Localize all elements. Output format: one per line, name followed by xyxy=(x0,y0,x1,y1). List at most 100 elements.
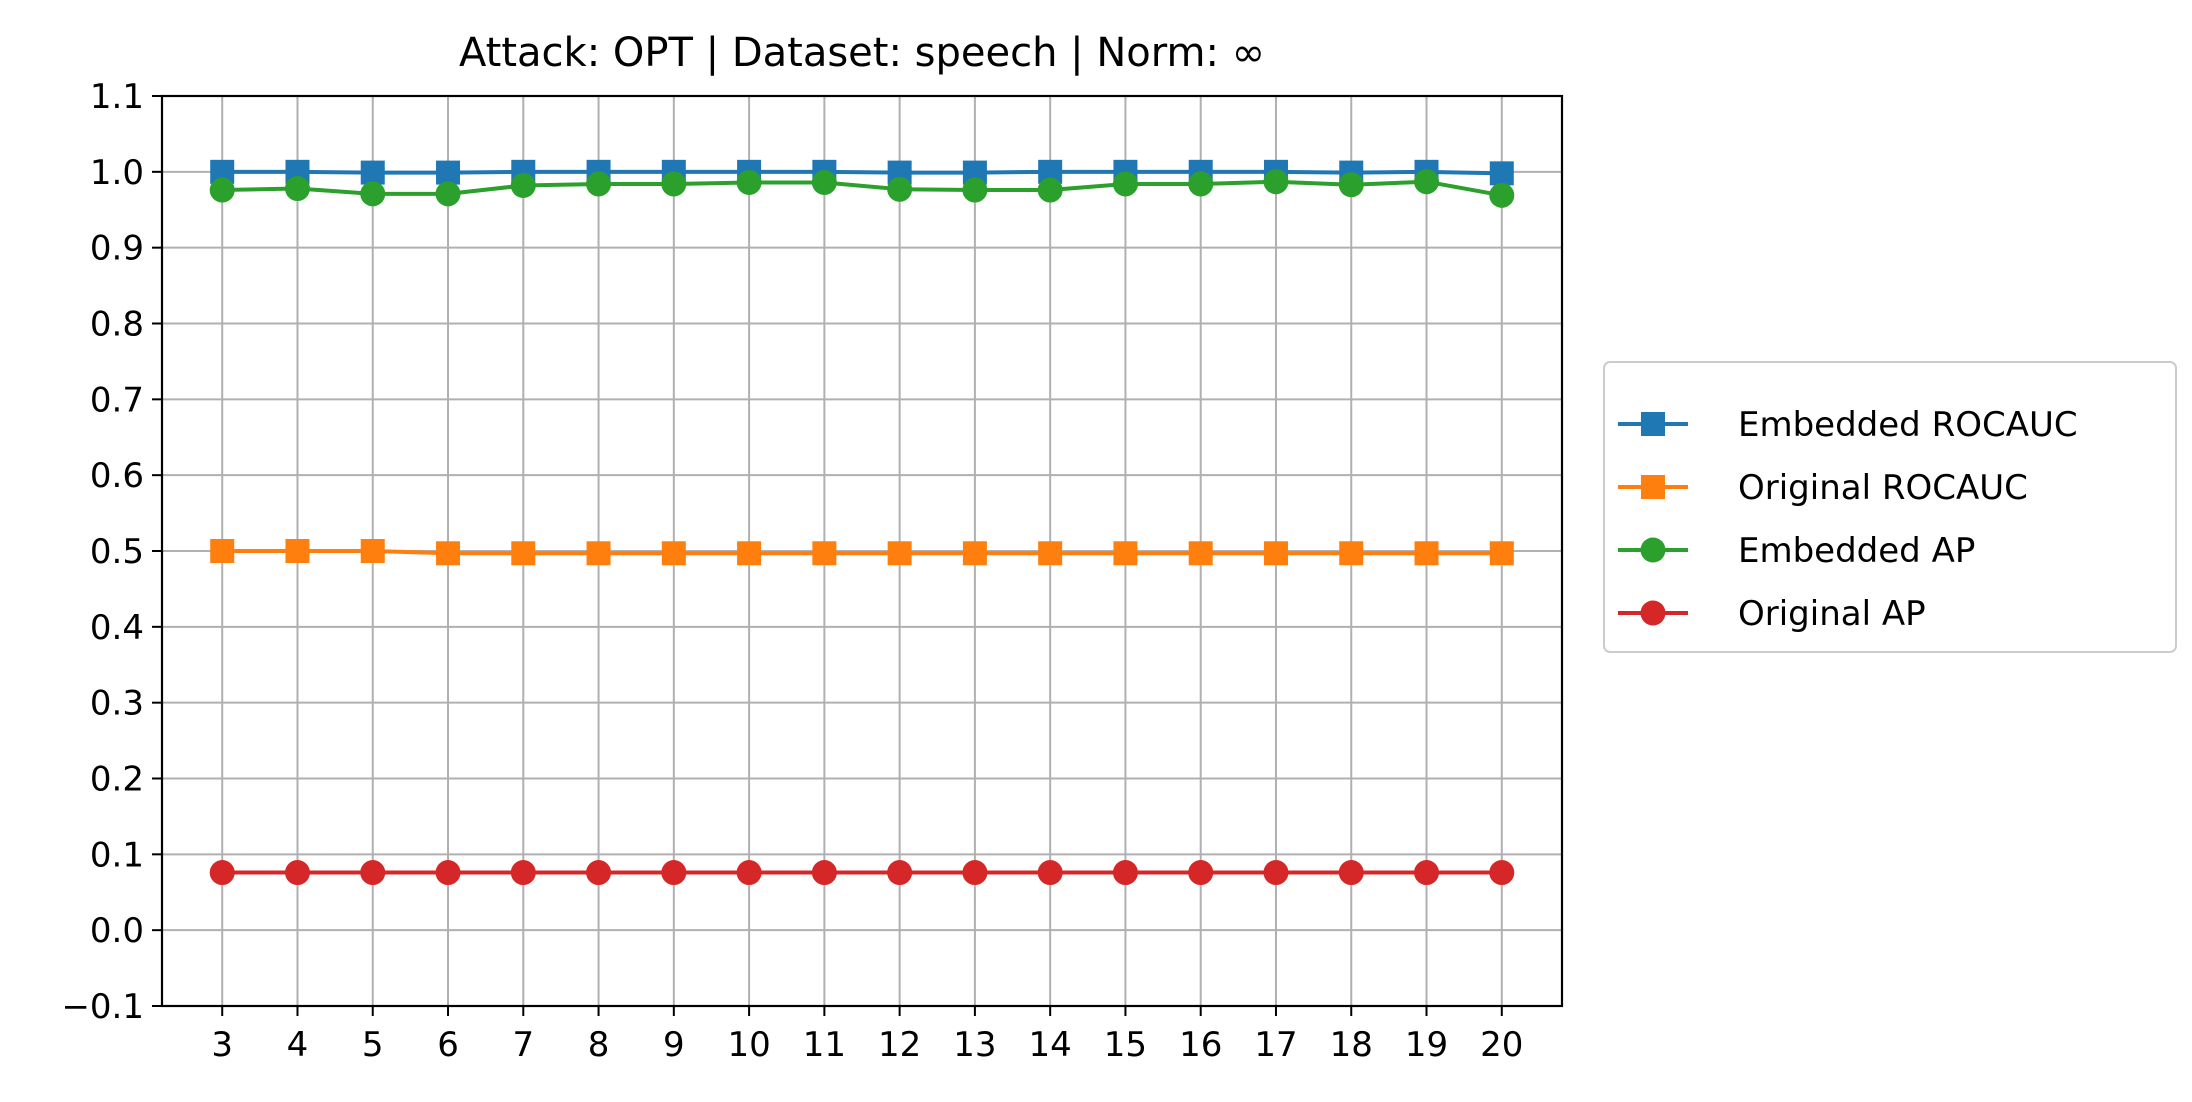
series-lines xyxy=(209,159,1515,886)
data-point-original-rocauc xyxy=(661,541,686,566)
data-point-embedded-rocauc xyxy=(360,160,385,185)
x-tick-label: 14 xyxy=(1029,1025,1072,1065)
data-point-original-rocauc xyxy=(737,541,762,566)
legend-item: Original ROCAUC xyxy=(1618,468,2028,508)
y-tick-label: 0.4 xyxy=(90,608,144,648)
data-point-original-ap xyxy=(887,860,913,886)
data-point-embedded-ap xyxy=(360,181,386,207)
axis-ticks: 3 4 5 6 7 8 9 10 11 12 13 14 15 16 17 18 19 20 −0.1 0.0 0.1 0… xyxy=(61,77,1523,1065)
y-tick-label: 0.3 xyxy=(90,684,144,724)
data-point-original-ap xyxy=(962,860,988,886)
x-tick-label: 17 xyxy=(1254,1025,1297,1065)
legend-marker xyxy=(1641,412,1665,436)
data-point-embedded-ap xyxy=(435,181,461,207)
y-tick-label: 1.0 xyxy=(90,153,144,193)
x-tick-label: 7 xyxy=(512,1025,534,1065)
x-tick-label: 13 xyxy=(953,1025,996,1065)
legend-label: Original AP xyxy=(1738,594,1926,634)
x-tick-label: 9 xyxy=(663,1025,685,1065)
data-point-original-ap xyxy=(586,860,612,886)
x-tick-label: 11 xyxy=(803,1025,846,1065)
series-original-ap xyxy=(209,860,1515,886)
data-point-original-ap xyxy=(510,860,536,886)
data-point-original-rocauc xyxy=(586,541,611,566)
data-point-original-ap xyxy=(1414,860,1440,886)
data-point-original-ap xyxy=(1338,860,1364,886)
y-tick-label: 0.6 xyxy=(90,456,144,496)
legend-marker xyxy=(1640,600,1666,626)
data-point-embedded-ap xyxy=(1037,177,1063,203)
data-point-original-ap xyxy=(1112,860,1138,886)
x-tick-label: 12 xyxy=(878,1025,921,1065)
y-tick-label: 0.1 xyxy=(90,835,144,875)
data-point-original-ap xyxy=(811,860,837,886)
legend-marker xyxy=(1641,475,1665,499)
data-point-embedded-ap xyxy=(1188,171,1214,197)
data-point-embedded-ap xyxy=(209,177,235,203)
series-line-embedded-rocauc xyxy=(222,169,1502,176)
data-point-original-rocauc xyxy=(812,541,837,566)
legend-label: Embedded ROCAUC xyxy=(1738,405,2078,445)
y-tick-label: 1.1 xyxy=(90,77,144,117)
data-point-original-rocauc xyxy=(436,541,461,566)
data-point-embedded-ap xyxy=(887,176,913,202)
data-point-embedded-rocauc xyxy=(436,160,461,185)
y-tick-label: 0.2 xyxy=(90,760,144,800)
x-tick-label: 5 xyxy=(362,1025,384,1065)
data-point-embedded-rocauc xyxy=(1489,161,1514,186)
data-point-original-rocauc xyxy=(1188,541,1213,566)
x-tick-label: 18 xyxy=(1330,1025,1373,1065)
data-point-original-ap xyxy=(360,860,386,886)
legend-label: Embedded AP xyxy=(1738,531,1975,571)
data-point-original-rocauc xyxy=(962,541,987,566)
data-point-original-rocauc xyxy=(1489,541,1514,566)
data-point-embedded-ap xyxy=(962,177,988,203)
data-point-original-rocauc xyxy=(1263,541,1288,566)
data-point-original-ap xyxy=(284,860,310,886)
data-point-original-ap xyxy=(1188,860,1214,886)
data-point-original-ap xyxy=(209,860,235,886)
data-point-original-rocauc xyxy=(511,541,536,566)
y-tick-label: 0.0 xyxy=(90,911,144,951)
data-point-original-ap xyxy=(1263,860,1289,886)
legend-item: Original AP xyxy=(1618,594,1926,634)
x-tick-label: 8 xyxy=(588,1025,610,1065)
data-point-original-rocauc xyxy=(360,539,385,563)
x-tick-label: 16 xyxy=(1179,1025,1222,1065)
series-embedded-ap xyxy=(209,169,1515,208)
chart-title: Attack: OPT | Dataset: speech | Norm: ∞ xyxy=(459,30,1265,76)
x-tick-label: 19 xyxy=(1405,1025,1448,1065)
data-point-original-rocauc xyxy=(1339,541,1364,566)
data-point-embedded-ap xyxy=(586,171,612,197)
series-original-rocauc xyxy=(210,539,1514,566)
data-point-embedded-ap xyxy=(1338,172,1364,198)
y-tick-label: 0.9 xyxy=(90,229,144,269)
legend-marker xyxy=(1640,537,1666,563)
data-point-embedded-ap xyxy=(1263,169,1289,195)
data-point-original-ap xyxy=(435,860,461,886)
data-point-original-rocauc xyxy=(887,541,912,566)
series-line-embedded-ap xyxy=(222,179,1503,198)
legend-label: Original ROCAUC xyxy=(1738,468,2028,508)
x-tick-label: 6 xyxy=(437,1025,459,1065)
data-point-original-rocauc xyxy=(285,539,310,563)
legend: Embedded ROCAUC Original ROCAUC Embedded A… xyxy=(1603,361,2177,653)
data-point-original-ap xyxy=(736,860,762,886)
data-point-original-rocauc xyxy=(1038,541,1063,566)
x-tick-label: 3 xyxy=(211,1025,233,1065)
data-point-original-ap xyxy=(1489,860,1515,886)
legend-box xyxy=(1603,361,2177,653)
data-point-embedded-ap xyxy=(1414,169,1440,195)
x-tick-label: 10 xyxy=(727,1025,770,1065)
data-point-original-ap xyxy=(661,860,687,886)
y-tick-label: 0.7 xyxy=(90,380,144,420)
data-point-embedded-ap xyxy=(1112,171,1138,197)
y-tick-label: 0.8 xyxy=(90,305,144,345)
x-tick-label: 4 xyxy=(287,1025,309,1065)
x-tick-label: 15 xyxy=(1104,1025,1147,1065)
legend-item: Embedded AP xyxy=(1618,531,1975,571)
data-point-embedded-ap xyxy=(510,172,536,198)
data-point-embedded-ap xyxy=(736,169,762,195)
